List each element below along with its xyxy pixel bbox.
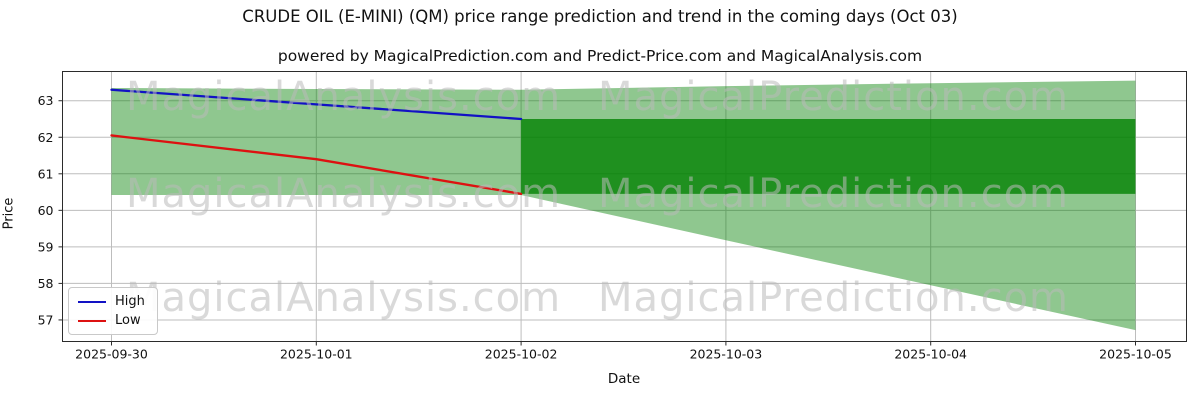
y-tick-label: 57 [38, 312, 54, 327]
price-lines [110, 88, 523, 196]
y-tick-label: 58 [38, 276, 54, 291]
prediction-bands [111, 80, 1136, 331]
outer-prediction-range-band [111, 80, 1136, 331]
y-tick-label: 59 [38, 239, 54, 254]
axes-spines [62, 71, 1187, 342]
y-tick-label: 63 [38, 93, 54, 108]
chart-title: CRUDE OIL (E-MINI) (QM) price range pred… [242, 7, 958, 26]
x-tick-label: 2025-10-05 [1099, 347, 1172, 362]
legend-item-high: High [69, 292, 157, 311]
legend-label-low: Low [115, 313, 141, 328]
x-tick-label: 2025-10-01 [280, 347, 353, 362]
y-tick-label: 60 [38, 203, 54, 218]
low-line-swatch [78, 319, 106, 322]
high-line-swatch [78, 300, 106, 303]
plot-border [62, 71, 1187, 342]
axis-tick-labels: 2025-09-30 2025-10-01 2025-10-02 2025-10-03… [38, 93, 1172, 361]
legend-item-low: Low [69, 311, 157, 330]
legend-box: High Low [68, 287, 158, 335]
y-tick-label: 61 [38, 166, 54, 181]
legend-label-high: High [115, 294, 145, 309]
high-line [110, 88, 523, 121]
axis-ticks [58, 100, 1136, 346]
low-line [110, 134, 523, 196]
x-axis-title: Date [607, 371, 641, 387]
y-tick-label: 62 [38, 130, 54, 145]
inner-prediction-range-band [521, 118, 1136, 194]
chart-subtitle: powered by MagicalPrediction.com and Pre… [277, 47, 923, 65]
x-tick-label: 2025-10-03 [690, 347, 763, 362]
y-axis-title: Price [1, 197, 17, 230]
x-tick-label: 2025-09-30 [75, 347, 148, 362]
x-tick-label: 2025-10-04 [894, 347, 967, 362]
x-tick-label: 2025-10-02 [485, 347, 558, 362]
